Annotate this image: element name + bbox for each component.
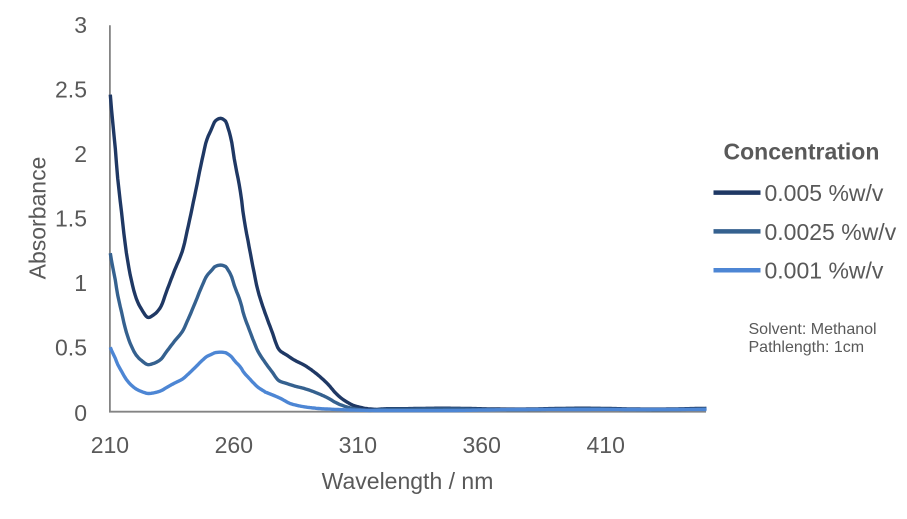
svg-text:0.5: 0.5 bbox=[55, 335, 87, 361]
svg-text:1: 1 bbox=[74, 270, 87, 296]
svg-text:0: 0 bbox=[74, 400, 87, 426]
svg-text:Solvent: Methanol: Solvent: Methanol bbox=[749, 321, 877, 338]
svg-text:Concentration: Concentration bbox=[724, 139, 880, 165]
svg-text:1.5: 1.5 bbox=[55, 206, 87, 232]
svg-text:260: 260 bbox=[215, 432, 253, 458]
svg-text:3: 3 bbox=[74, 12, 87, 38]
svg-text:360: 360 bbox=[463, 432, 501, 458]
svg-text:2: 2 bbox=[74, 141, 87, 167]
svg-text:0.001 %w/v: 0.001 %w/v bbox=[765, 258, 884, 284]
svg-text:410: 410 bbox=[587, 432, 625, 458]
svg-text:210: 210 bbox=[91, 432, 129, 458]
svg-text:Wavelength / nm: Wavelength / nm bbox=[322, 468, 494, 494]
svg-text:310: 310 bbox=[339, 432, 377, 458]
svg-text:2.5: 2.5 bbox=[55, 76, 87, 102]
svg-text:Absorbance: Absorbance bbox=[25, 157, 51, 280]
svg-text:0.005 %w/v: 0.005 %w/v bbox=[765, 180, 884, 206]
svg-text:0.0025 %w/v: 0.0025 %w/v bbox=[765, 219, 897, 245]
svg-text:Pathlength: 1cm: Pathlength: 1cm bbox=[749, 339, 865, 356]
